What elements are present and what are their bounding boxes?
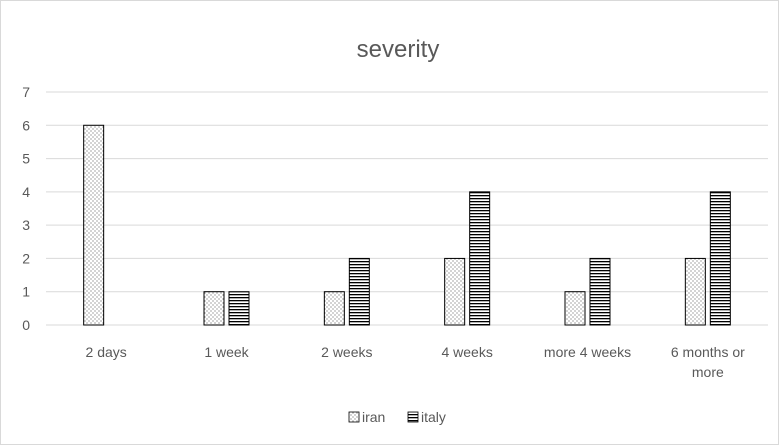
bar-italy (469, 191, 491, 326)
bar-italy (589, 257, 611, 326)
y-tick-label: 7 (22, 84, 30, 100)
y-tick-label: 3 (22, 217, 30, 233)
y-tick-label: 1 (22, 284, 30, 300)
legend-item-iran: iran (348, 409, 385, 425)
bar-iran (83, 124, 105, 326)
bar-iran (203, 291, 225, 326)
bars (83, 124, 731, 326)
bar-italy (228, 291, 250, 326)
y-tick-label: 5 (22, 151, 30, 167)
x-tick-label: 4 weeks (441, 344, 492, 360)
legend: iran italy (348, 409, 446, 425)
legend-label-italy: italy (421, 409, 446, 425)
bar-iran (684, 257, 706, 326)
legend-item-italy: italy (407, 409, 446, 425)
x-axis-labels: 2 days 1 week 2 weeks 4 weeks more 4 weeks 6 … (86, 344, 746, 380)
y-tick-label: 0 (22, 317, 30, 333)
gridlines (46, 91, 768, 326)
bar-italy (709, 191, 731, 326)
x-tick-label: 1 week (204, 344, 249, 360)
legend-swatch-iran (348, 411, 360, 423)
bar-iran (323, 291, 345, 326)
x-tick-label: more 4 weeks (544, 344, 631, 360)
bar-iran (444, 257, 466, 326)
chart-title: severity (357, 36, 440, 63)
y-tick-label: 6 (22, 117, 30, 133)
y-tick-label: 2 (22, 250, 30, 266)
x-tick-label: 6 months or more (671, 344, 745, 380)
bar-italy (348, 257, 370, 326)
bar-iran (564, 291, 586, 326)
x-tick-label: 2 days (86, 344, 127, 360)
legend-label-iran: iran (362, 409, 385, 425)
x-tick-label: 2 weeks (321, 344, 372, 360)
y-axis-ticks: 0 1 2 3 4 5 6 7 (22, 84, 30, 333)
y-tick-label: 4 (22, 184, 30, 200)
legend-swatch-italy (407, 411, 419, 423)
